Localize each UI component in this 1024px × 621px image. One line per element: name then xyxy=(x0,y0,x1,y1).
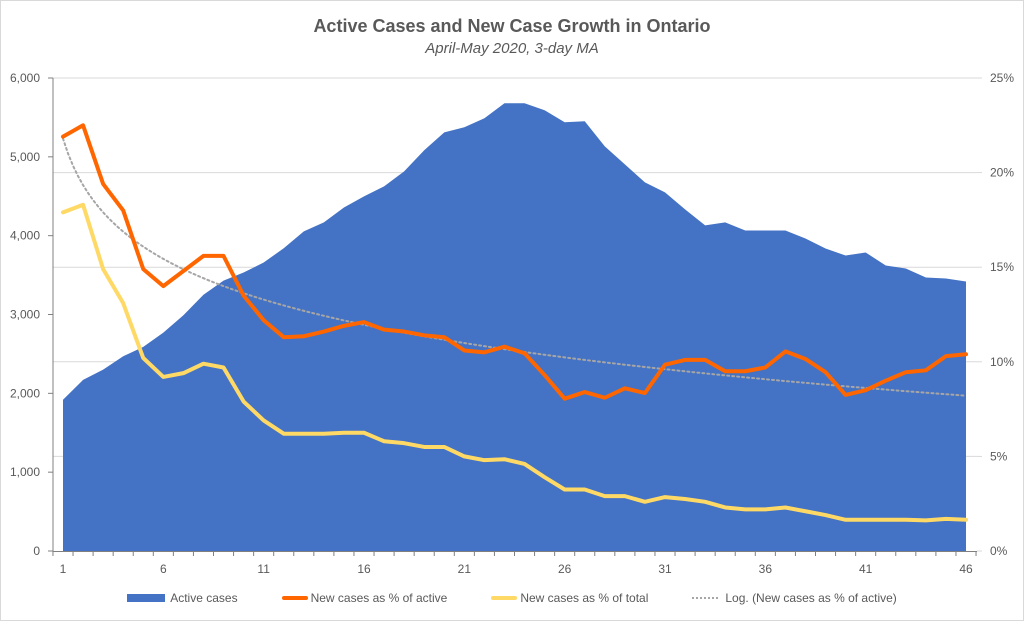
chart-subtitle: April-May 2020, 3-day MA xyxy=(425,40,599,57)
x-axis-tick-label: 26 xyxy=(558,562,572,576)
legend-swatch-area xyxy=(127,594,166,602)
x-axis-labels: 1 6 11 16 21 26 31 36 41 46 xyxy=(60,562,973,576)
x-axis-tick-label: 36 xyxy=(759,562,773,576)
left-axis-tick-label: 5,000 xyxy=(10,150,40,164)
left-axis-tick-label: 3,000 xyxy=(10,308,40,322)
left-axis-tick-label: 0 xyxy=(33,544,40,558)
x-axis-tick-label: 1 xyxy=(60,562,67,576)
pct-of-active-line xyxy=(61,123,968,401)
x-axis-tick-label: 21 xyxy=(458,562,472,576)
x-axis-tick-label: 16 xyxy=(357,562,371,576)
left-axis-tick-label: 6,000 xyxy=(10,71,40,85)
legend-item-log-trend: Log. (New cases as % of active) xyxy=(692,591,897,605)
legend-label: New cases as % of active xyxy=(310,591,448,605)
x-axis-tick-label: 46 xyxy=(959,562,973,576)
right-axis-labels: 0% 5% 10% 15% 20% 25% xyxy=(990,71,1014,558)
right-axis-tick-label: 20% xyxy=(990,166,1014,180)
chart-title: Active Cases and New Case Growth in Onta… xyxy=(313,16,711,36)
x-axis-tick-label: 11 xyxy=(257,562,270,576)
x-axis-tick-label: 41 xyxy=(859,562,873,576)
active-cases-area-layer xyxy=(63,103,966,551)
legend-swatch-line xyxy=(281,596,308,600)
pct-of-total-line xyxy=(61,202,968,523)
legend-label: Active cases xyxy=(170,591,238,605)
axes xyxy=(48,77,982,556)
right-axis-tick-label: 5% xyxy=(990,449,1008,463)
legend: Active cases New cases as % of active Ne… xyxy=(0,591,1024,605)
legend-swatch-dotted xyxy=(692,597,719,599)
legend-label: New cases as % of total xyxy=(520,591,649,605)
legend-item-active-cases: Active cases xyxy=(127,591,238,605)
left-axis-tick-label: 2,000 xyxy=(10,386,40,400)
left-axis-tick-label: 1,000 xyxy=(10,465,40,479)
x-axis-tick-label: 6 xyxy=(160,562,167,576)
right-axis-tick-label: 15% xyxy=(990,260,1014,274)
right-axis-tick-label: 10% xyxy=(990,355,1014,369)
right-axis-tick-label: 25% xyxy=(990,71,1014,85)
legend-swatch-line xyxy=(491,596,518,600)
right-axis-tick-label: 0% xyxy=(990,544,1008,558)
active-cases-area xyxy=(63,103,966,551)
x-axis-tick-label: 31 xyxy=(658,562,672,576)
lines-layer xyxy=(61,123,968,523)
legend-item-pct-active: New cases as % of active xyxy=(281,591,448,605)
left-axis-tick-label: 4,000 xyxy=(10,229,40,243)
legend-item-pct-total: New cases as % of total xyxy=(491,591,648,605)
left-axis-labels: 0 1,000 2,000 3,000 4,000 5,000 6,000 xyxy=(10,71,40,558)
legend-label: Log. (New cases as % of active) xyxy=(725,591,897,605)
